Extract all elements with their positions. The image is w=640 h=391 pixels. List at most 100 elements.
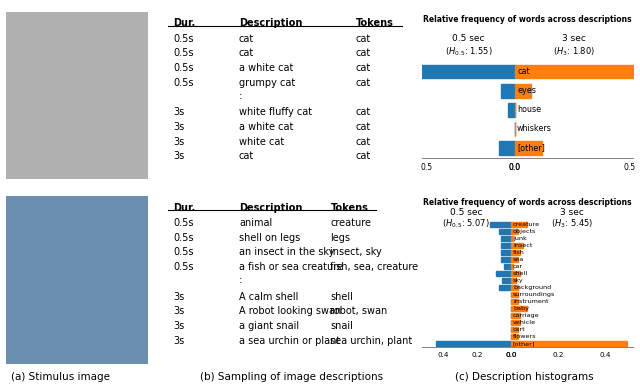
Text: 3 sec: 3 sec xyxy=(563,34,586,43)
Bar xyxy=(499,229,511,234)
Text: 0.5s: 0.5s xyxy=(173,218,193,228)
Text: 0.5: 0.5 xyxy=(623,163,636,172)
Text: background: background xyxy=(513,285,551,290)
Text: 0.0: 0.0 xyxy=(505,352,516,358)
Text: an insect in the sky: an insect in the sky xyxy=(239,248,334,257)
Text: car: car xyxy=(513,264,523,269)
Text: 0.0: 0.0 xyxy=(509,163,521,172)
Text: Tokens: Tokens xyxy=(356,18,394,29)
Bar xyxy=(515,84,531,97)
Text: 0.4: 0.4 xyxy=(600,352,611,358)
Text: sea: sea xyxy=(513,257,524,262)
Text: A calm shell: A calm shell xyxy=(239,292,298,301)
Bar xyxy=(501,84,515,97)
Text: insect, sky: insect, sky xyxy=(330,248,382,257)
Text: cat: cat xyxy=(356,48,371,58)
Text: white fluffy cat: white fluffy cat xyxy=(239,107,312,117)
Text: surroundings: surroundings xyxy=(513,292,556,297)
Text: ($H_{0.5}$: 5.07): ($H_{0.5}$: 5.07) xyxy=(442,217,490,230)
Text: 0.5 sec: 0.5 sec xyxy=(452,34,484,43)
Text: legs: legs xyxy=(330,233,351,242)
Text: white cat: white cat xyxy=(239,137,284,147)
Text: instrument: instrument xyxy=(513,299,548,304)
Text: 0.0: 0.0 xyxy=(505,352,516,358)
Text: 0.5: 0.5 xyxy=(420,163,432,172)
Text: 3s: 3s xyxy=(173,137,184,147)
Text: a white cat: a white cat xyxy=(239,63,293,73)
Text: sea urchin, plant: sea urchin, plant xyxy=(330,336,413,346)
Bar xyxy=(500,236,511,241)
Text: a white cat: a white cat xyxy=(239,122,293,132)
Bar xyxy=(511,306,527,311)
Text: baby: baby xyxy=(513,306,529,311)
Text: [other]: [other] xyxy=(513,341,535,346)
Text: ($H_3$: 5.45): ($H_3$: 5.45) xyxy=(551,217,593,230)
Bar xyxy=(511,313,520,318)
Bar xyxy=(511,278,516,283)
Bar xyxy=(499,285,511,290)
Text: (b) Sampling of image descriptions: (b) Sampling of image descriptions xyxy=(200,372,383,382)
Text: Dur.: Dur. xyxy=(173,203,195,213)
Text: Relative frequency of words across descriptions: Relative frequency of words across descr… xyxy=(424,198,632,207)
Text: Tokens: Tokens xyxy=(330,203,369,213)
Text: junk: junk xyxy=(513,236,527,241)
Text: 0.0: 0.0 xyxy=(509,163,521,172)
Bar xyxy=(511,327,518,332)
Text: 0.2: 0.2 xyxy=(471,352,483,358)
Text: 3s: 3s xyxy=(173,336,184,346)
Text: Relative frequency of words across descriptions: Relative frequency of words across descr… xyxy=(424,15,632,24)
Text: creature: creature xyxy=(330,218,371,228)
Text: Dur.: Dur. xyxy=(173,18,195,29)
Text: A robot looking swan: A robot looking swan xyxy=(239,306,341,316)
Bar xyxy=(511,243,523,248)
Text: (a) Stimulus image: (a) Stimulus image xyxy=(12,372,110,382)
Text: 3s: 3s xyxy=(173,306,184,316)
Bar xyxy=(499,141,515,155)
Text: 0.5s: 0.5s xyxy=(173,34,193,43)
Bar xyxy=(511,341,627,346)
Text: 0.4: 0.4 xyxy=(437,352,449,358)
Text: creature: creature xyxy=(513,222,540,227)
Text: cart: cart xyxy=(513,327,525,332)
Text: eyes: eyes xyxy=(517,86,536,95)
Text: 0.5s: 0.5s xyxy=(173,262,193,272)
Text: 3s: 3s xyxy=(173,321,184,331)
Text: 0.5s: 0.5s xyxy=(173,63,193,73)
Text: 0.5s: 0.5s xyxy=(173,233,193,242)
Text: Description: Description xyxy=(239,18,302,29)
Bar xyxy=(508,103,515,117)
Text: fish: fish xyxy=(513,250,525,255)
Text: shell: shell xyxy=(513,271,528,276)
Bar xyxy=(511,257,518,262)
Bar xyxy=(511,299,518,304)
Bar xyxy=(511,334,518,339)
Bar xyxy=(500,243,511,248)
Text: fish, sea, creature: fish, sea, creature xyxy=(330,262,419,272)
Bar xyxy=(372,65,515,79)
Text: 3s: 3s xyxy=(173,122,184,132)
Text: cat: cat xyxy=(356,122,371,132)
Text: vehicle: vehicle xyxy=(513,320,536,325)
Text: robot, swan: robot, swan xyxy=(330,306,388,316)
Text: snail: snail xyxy=(330,321,353,331)
Bar xyxy=(515,65,640,79)
Text: whiskers: whiskers xyxy=(517,124,552,133)
Bar xyxy=(511,264,513,269)
Text: a giant snail: a giant snail xyxy=(239,321,299,331)
Text: shell on legs: shell on legs xyxy=(239,233,300,242)
Text: 0.5s: 0.5s xyxy=(173,48,193,58)
Text: grumpy cat: grumpy cat xyxy=(239,78,295,88)
Text: (c) Description histograms: (c) Description histograms xyxy=(456,372,594,382)
Text: insect: insect xyxy=(513,243,532,248)
Text: cat: cat xyxy=(356,137,371,147)
Text: cat: cat xyxy=(356,78,371,88)
Text: cat: cat xyxy=(239,34,254,43)
Bar xyxy=(511,236,513,241)
Text: cat: cat xyxy=(356,151,371,161)
Text: animal: animal xyxy=(239,218,272,228)
Text: a sea urchin or plant: a sea urchin or plant xyxy=(239,336,340,346)
Bar xyxy=(502,278,511,283)
Bar xyxy=(436,341,511,346)
Text: house: house xyxy=(517,105,541,114)
Bar xyxy=(511,250,520,255)
